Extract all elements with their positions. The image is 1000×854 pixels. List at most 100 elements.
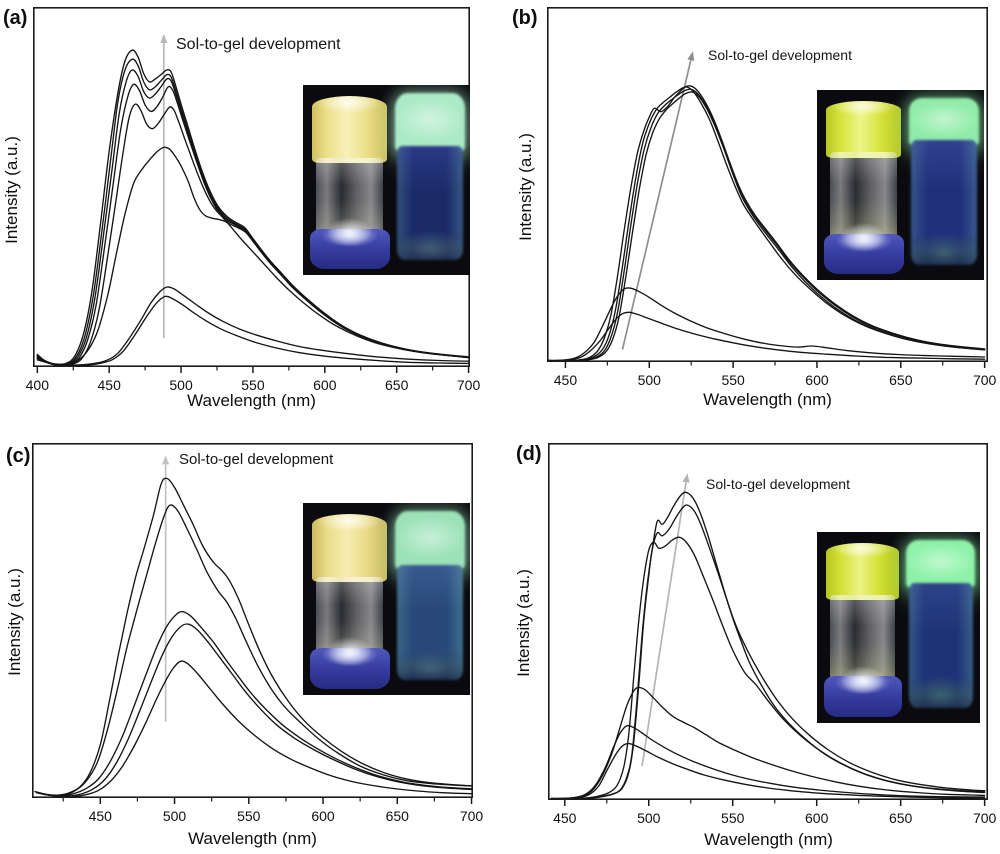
inset-photo xyxy=(303,85,470,275)
spectra-plot-b: 450 500 550 600 650 700 xyxy=(547,7,997,388)
vial-uv-photo xyxy=(907,97,980,277)
spectra-plot-d: 450 500 550 600 650 700 xyxy=(548,443,997,826)
x-tick-label: 700 xyxy=(457,377,481,393)
x-tick-label: 550 xyxy=(721,810,745,826)
x-tick-label: 500 xyxy=(169,377,193,393)
x-tick-label: 600 xyxy=(313,377,337,393)
arrow-head xyxy=(162,455,170,465)
vial-cap xyxy=(823,676,902,718)
uv-glowing-gel xyxy=(906,539,976,589)
arrow-head xyxy=(160,34,168,43)
vial-cap xyxy=(823,233,904,275)
x-tick-label: 450 xyxy=(89,808,113,824)
emission-spectrum-curve xyxy=(36,286,470,367)
uv-glowing-gel xyxy=(394,510,466,571)
spectra-plot-a: 400 450 500 550 600 650 700 xyxy=(26,7,480,393)
x-tick-label: 700 xyxy=(460,808,484,824)
uv-glowing-gel xyxy=(908,97,980,146)
arrow-head xyxy=(687,51,695,61)
panel-a: (a) Intensity (a.u.) 400 450 500 550 600 650 7… xyxy=(0,0,500,420)
uv-vial-body xyxy=(910,140,977,266)
gel-plug xyxy=(826,101,902,158)
x-tick-label: 550 xyxy=(721,372,745,388)
x-tick-label: 650 xyxy=(386,808,410,824)
inset-photo xyxy=(817,532,980,723)
x-tick-label: 600 xyxy=(805,372,829,388)
x-tick-label: 500 xyxy=(638,372,662,388)
panel-label-c: (c) xyxy=(6,445,31,467)
emission-spectrum-curve xyxy=(548,86,986,362)
vial-daylight-photo xyxy=(309,511,390,690)
emission-spectrum-curve xyxy=(40,610,473,797)
vial-daylight-photo xyxy=(823,540,902,718)
emission-spectrum-curve xyxy=(550,686,986,800)
panel-label-b: (b) xyxy=(512,7,538,29)
vial-uv-photo xyxy=(393,92,466,272)
arrow-head xyxy=(682,473,690,483)
inset-photo xyxy=(303,503,470,695)
x-axis-title: Wavelength (nm) xyxy=(704,830,833,849)
emission-spectrum-curve xyxy=(35,504,473,797)
x-tick-label: 650 xyxy=(889,372,913,388)
x-tick-label: 450 xyxy=(554,372,578,388)
emission-spectrum-curve xyxy=(550,504,986,800)
x-tick-label: 600 xyxy=(805,810,829,826)
gel-plug xyxy=(312,514,388,583)
x-tick-label: 550 xyxy=(237,808,261,824)
emission-spectrum-curve xyxy=(36,103,470,366)
x-tick-label: 500 xyxy=(163,808,187,824)
emission-spectrum-curve xyxy=(550,724,986,800)
uv-vial-body xyxy=(908,582,974,709)
panel-d: (d) Intensity (a.u.) 450 500 550 600 650 700 … xyxy=(500,420,1000,854)
emission-spectrum-curve xyxy=(548,88,986,362)
annotation-sol-to-gel: Sol-to-gel development xyxy=(176,36,341,53)
x-tick-label: 450 xyxy=(553,810,577,826)
emission-spectrum-curve xyxy=(36,295,470,367)
vial-cap xyxy=(309,228,390,270)
y-axis-title: Intensity (a.u.) xyxy=(516,133,535,241)
x-tick-label: 700 xyxy=(973,372,997,388)
vial-uv-photo xyxy=(393,510,466,691)
y-axis-title: Intensity (a.u.) xyxy=(5,568,24,676)
x-tick-label: 500 xyxy=(637,810,661,826)
emission-spectrum-curve xyxy=(47,660,473,798)
plot-frame xyxy=(547,7,988,362)
spectra-plot-c: 450 500 550 600 650 700 xyxy=(32,443,483,824)
development-arrow xyxy=(641,482,687,767)
panel-c: (c) Intensity (a.u.) 450 500 550 600 650 700 … xyxy=(0,420,500,854)
x-tick-label: 600 xyxy=(311,808,335,824)
vial-uv-photo xyxy=(905,539,977,720)
inset-photo xyxy=(817,90,984,280)
vial-cap xyxy=(309,648,390,690)
emission-spectrum-curve xyxy=(548,287,986,362)
emission-spectrum-curve xyxy=(550,742,986,800)
emission-spectrum-curve xyxy=(550,536,986,800)
emission-spectrum-curve xyxy=(548,85,986,362)
plot-frame xyxy=(548,443,988,800)
uv-glowing-gel xyxy=(394,92,466,152)
x-axis-title: Wavelength (nm) xyxy=(187,391,316,410)
x-tick-label: 450 xyxy=(98,377,122,393)
x-tick-label: 400 xyxy=(26,377,50,393)
development-arrow xyxy=(621,59,692,350)
x-axis-title: Wavelength (nm) xyxy=(188,829,317,848)
emission-spectrum-curve xyxy=(36,146,470,366)
emission-spectrum-curve xyxy=(548,91,986,362)
uv-vial-body xyxy=(396,564,463,681)
emission-spectrum-curve xyxy=(34,477,473,796)
gel-plug xyxy=(825,543,900,600)
uv-vial-body xyxy=(396,146,463,261)
panel-b: (b) Intensity (a.u.) 450 500 550 600 650 700 … xyxy=(500,0,1000,420)
panel-label-a: (a) xyxy=(3,7,28,29)
panel-label-d: (d) xyxy=(516,443,542,465)
y-axis-title: Intensity (a.u.) xyxy=(2,136,21,244)
annotation-sol-to-gel: Sol-to-gel development xyxy=(708,47,852,63)
emission-spectrum-curve xyxy=(548,311,986,362)
x-tick-label: 550 xyxy=(241,377,265,393)
emission-spectrum-curve xyxy=(36,83,470,366)
vial-daylight-photo xyxy=(309,93,390,270)
x-tick-label: 650 xyxy=(385,377,409,393)
x-axis-title: Wavelength (nm) xyxy=(703,390,832,409)
emission-spectrum-curve xyxy=(43,623,473,797)
